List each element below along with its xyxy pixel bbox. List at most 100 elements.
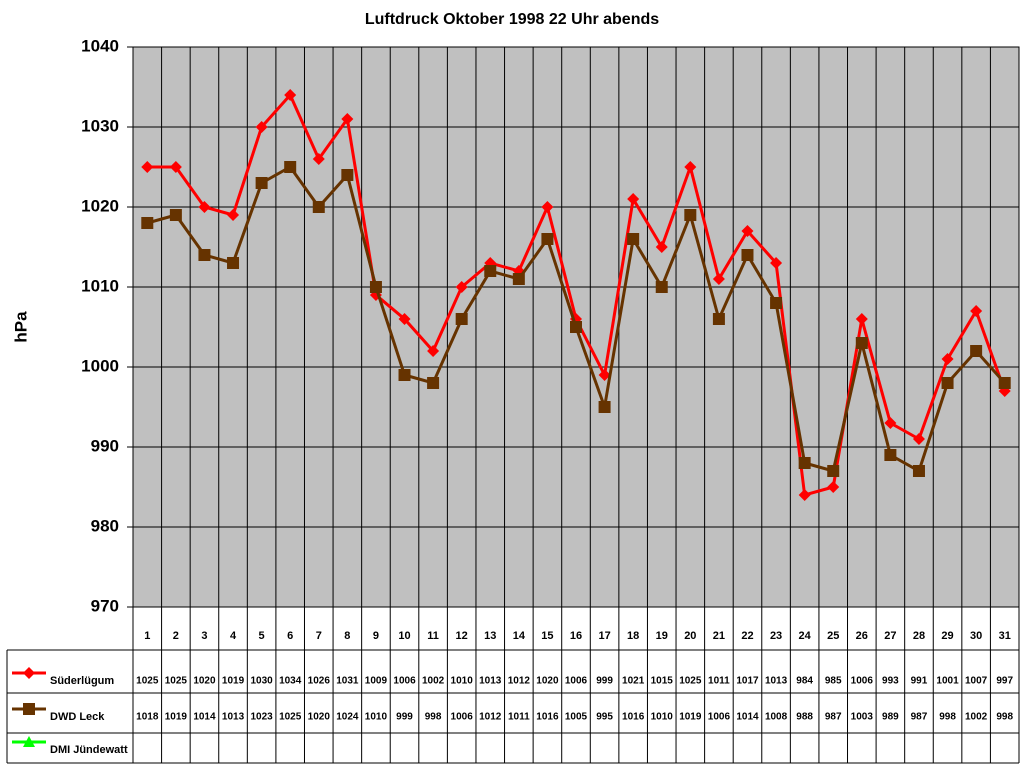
x-tick-label: 7 (316, 630, 322, 642)
x-tick-label: 5 (259, 630, 265, 642)
marker (541, 201, 554, 213)
marker (570, 321, 582, 333)
x-tick-label: 12 (456, 630, 468, 642)
legend-label: DWD Leck (50, 711, 105, 723)
table-value: 1006 (565, 676, 588, 687)
marker (141, 217, 154, 229)
table-value: 1015 (651, 676, 674, 687)
table-value: 998 (939, 712, 956, 723)
marker (855, 313, 868, 325)
marker (655, 281, 668, 293)
x-tick-label: 22 (741, 630, 753, 642)
table-value: 1006 (451, 712, 474, 723)
x-tick-label: 25 (827, 630, 839, 642)
x-tick-label: 2 (173, 630, 179, 642)
table-value: 991 (911, 676, 928, 687)
table-value: 1020 (536, 676, 559, 687)
y-tick-label: 990 (91, 436, 119, 455)
marker (312, 201, 325, 213)
marker (798, 489, 811, 501)
table-value: 1001 (936, 676, 959, 687)
marker (741, 225, 754, 237)
marker (884, 417, 897, 429)
marker (169, 209, 182, 221)
marker (255, 177, 268, 189)
table-value: 985 (825, 676, 842, 687)
marker (912, 433, 925, 445)
marker (684, 209, 697, 221)
marker (512, 273, 525, 285)
x-tick-label: 8 (344, 630, 350, 642)
table-value: 1013 (765, 676, 788, 687)
x-tick-label: 3 (201, 630, 207, 642)
legend-label: DMI Jündewatt (50, 744, 128, 756)
table-value: 1014 (193, 712, 216, 723)
table-value: 1013 (222, 712, 245, 723)
table-value: 1008 (765, 712, 788, 723)
table-value: 987 (911, 712, 928, 723)
table-value: 1002 (965, 712, 988, 723)
x-tick-label: 31 (999, 630, 1011, 642)
x-tick-label: 4 (230, 630, 237, 642)
marker (398, 313, 411, 325)
x-tick-label: 17 (598, 630, 610, 642)
marker (541, 233, 554, 245)
marker (455, 281, 468, 293)
marker (169, 161, 182, 173)
x-tick-label: 11 (427, 630, 439, 642)
x-tick-label: 24 (799, 630, 812, 642)
marker (855, 337, 868, 349)
marker (712, 313, 725, 325)
marker (341, 113, 354, 125)
marker (627, 233, 640, 245)
marker (484, 265, 497, 277)
table-value: 1017 (736, 676, 759, 687)
marker (970, 345, 983, 357)
marker (712, 273, 725, 285)
table-value: 1011 (708, 676, 730, 687)
marker (23, 667, 35, 679)
marker (741, 249, 754, 261)
marker (23, 736, 35, 747)
table-value: 1002 (422, 676, 445, 687)
legend-label: Süderlügum (50, 675, 114, 687)
x-tick-label: 16 (570, 630, 582, 642)
table-value: 995 (596, 712, 613, 723)
y-tick-label: 1010 (81, 276, 119, 295)
y-tick-label: 970 (91, 596, 119, 615)
marker (227, 209, 240, 221)
y-tick-label: 980 (91, 516, 119, 535)
y-tick-label: 1000 (81, 356, 119, 375)
table-value: 1019 (165, 712, 188, 723)
marker (284, 89, 297, 101)
marker (198, 249, 211, 261)
table-value: 1006 (851, 676, 874, 687)
table-value: 993 (882, 676, 899, 687)
table-value: 999 (596, 676, 613, 687)
marker (23, 703, 35, 715)
table-value: 1007 (965, 676, 988, 687)
marker (684, 161, 697, 173)
x-tick-label: 21 (713, 630, 725, 642)
table-value: 1003 (851, 712, 874, 723)
table-value: 1025 (679, 676, 702, 687)
table-value: 1020 (193, 676, 216, 687)
marker (284, 161, 297, 173)
table-value: 1011 (508, 712, 530, 723)
table-value: 1020 (308, 712, 331, 723)
table-value: 1013 (479, 676, 502, 687)
x-tick-label: 23 (770, 630, 782, 642)
x-tick-label: 13 (484, 630, 496, 642)
table-value: 1005 (565, 712, 588, 723)
table-value: 1019 (222, 676, 245, 687)
x-tick-label: 14 (513, 630, 526, 642)
table-value: 1010 (365, 712, 388, 723)
x-tick-label: 29 (941, 630, 953, 642)
x-tick-label: 15 (541, 630, 553, 642)
marker (827, 465, 840, 477)
table-value: 1025 (279, 712, 302, 723)
marker (941, 353, 954, 365)
table-value: 1023 (250, 712, 273, 723)
table-value: 1018 (136, 712, 159, 723)
table-value: 1006 (393, 676, 416, 687)
